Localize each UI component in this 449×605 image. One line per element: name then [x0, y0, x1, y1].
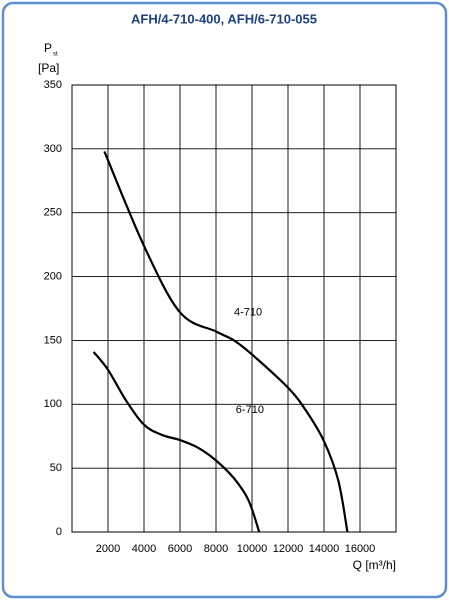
- y-tick-label: 150: [44, 334, 62, 346]
- y-axis-unit: [Pa]: [38, 61, 59, 75]
- y-axis-label-sub: st: [53, 52, 58, 58]
- series-label: 4-710: [234, 306, 262, 318]
- x-tick-label: 16000: [345, 543, 376, 555]
- y-tick-label: 250: [44, 207, 62, 219]
- series-line: [103, 150, 349, 533]
- y-tick-label: 100: [44, 398, 62, 410]
- x-tick-label: 14000: [309, 543, 340, 555]
- x-tick-label: 4000: [132, 543, 156, 555]
- y-tick-label: 50: [50, 462, 62, 474]
- chart-title: AFH/4-710-400, AFH/6-710-055: [131, 11, 317, 26]
- y-axis-label: P: [44, 41, 52, 55]
- x-tick-label: 10000: [237, 543, 268, 555]
- y-tick-label: 0: [56, 526, 62, 538]
- x-tick-label: 2000: [96, 543, 120, 555]
- x-tick-label: 12000: [273, 543, 304, 555]
- x-tick-label: 6000: [168, 543, 192, 555]
- series-line: [92, 351, 261, 533]
- series-label: 6-710: [236, 404, 264, 416]
- y-tick-label: 350: [44, 79, 62, 91]
- y-tick-label: 200: [44, 270, 62, 282]
- x-axis-label: Q [m³/h]: [353, 558, 396, 572]
- y-tick-label: 300: [44, 143, 62, 155]
- x-tick-label: 8000: [204, 543, 228, 555]
